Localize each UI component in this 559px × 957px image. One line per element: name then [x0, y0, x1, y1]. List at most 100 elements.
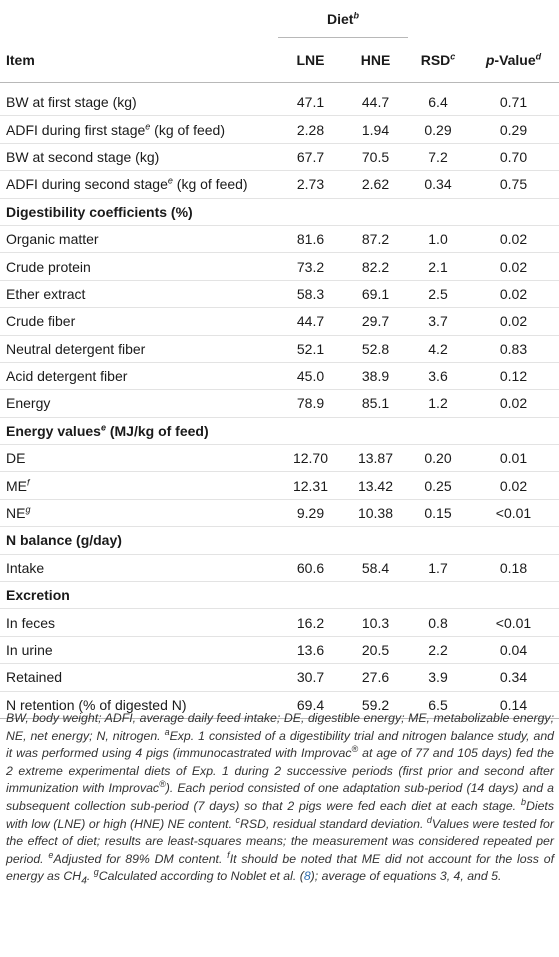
header-row-diet: Dietb	[0, 0, 559, 38]
table-row: In urine 13.6 20.5 2.2 0.04	[0, 636, 559, 664]
cell-p: 0.02	[499, 285, 528, 302]
table-row: DE 12.70 13.87 0.20 0.01	[0, 445, 559, 472]
cell-rsd: 6.4	[428, 94, 448, 111]
cell-p: 0.75	[499, 176, 528, 193]
row-item-label: Retained	[6, 669, 63, 686]
table-row: ADFI during first stagee (kg of feed) 2.2…	[0, 116, 559, 144]
row-item-label: N retention (% of digested N)	[6, 696, 187, 713]
cell-p: 0.14	[499, 696, 528, 713]
cell-hne: 70.5	[361, 148, 390, 165]
row-item-label: Energy	[6, 395, 51, 412]
table-row: BW at second stage (kg) 67.7 70.5 7.2 0.70	[0, 143, 559, 171]
cell-lne: 67.7	[296, 148, 325, 165]
cell-hne: 44.7	[361, 94, 390, 111]
row-item-label: MEf	[6, 477, 30, 494]
section-header-row: Excretion	[0, 582, 559, 609]
cell-hne: 13.87	[357, 450, 394, 467]
cell-lne: 60.6	[296, 559, 325, 576]
cell-rsd: 7.2	[428, 148, 448, 165]
table-row: N retention (% of digested N) 69.4 59.2 6.5…	[0, 691, 559, 719]
cell-hne: 27.6	[361, 669, 390, 686]
cell-hne: 69.1	[361, 285, 390, 302]
lne-header: LNE	[296, 52, 325, 68]
table-row: Organic matter 81.6 87.2 1.0 0.02	[0, 225, 559, 253]
row-item-label: ADFI during second stagee (kg of feed)	[6, 175, 248, 193]
cell-hne: 10.3	[361, 614, 390, 631]
table-row: In feces 16.2 10.3 0.8 <0.01	[0, 609, 559, 637]
table-row: Acid detergent fiber 45.0 38.9 3.6 0.12	[0, 362, 559, 390]
table-row: Ether extract 58.3 69.1 2.5 0.02	[0, 280, 559, 308]
row-item-label: Acid detergent fiber	[6, 368, 128, 385]
cell-rsd: 6.5	[428, 696, 448, 713]
cell-lne: 78.9	[296, 395, 325, 412]
table-row: Intake 60.6 58.4 1.7 0.18	[0, 554, 559, 582]
row-item-label: Neutral detergent fiber	[6, 340, 146, 357]
diet-header: Dietb	[278, 0, 408, 38]
table-row: Energy 78.9 85.1 1.2 0.02	[0, 390, 559, 418]
cell-p: 0.29	[499, 121, 528, 138]
cell-lne: 73.2	[296, 258, 325, 275]
cell-p: <0.01	[495, 614, 532, 631]
cell-hne	[343, 582, 408, 609]
cell-lne: 69.4	[296, 696, 325, 713]
cell-lne: 16.2	[296, 614, 325, 631]
row-item-label: Crude fiber	[6, 313, 76, 330]
cell-rsd: 0.25	[424, 477, 452, 494]
cell-rsd: 3.7	[428, 313, 448, 330]
cell-hne: 2.62	[361, 176, 390, 193]
table-row: Retained 30.7 27.6 3.9 0.34	[0, 664, 559, 692]
cell-hne: 85.1	[361, 395, 390, 412]
row-item-label: Ether extract	[6, 285, 86, 302]
cell-rsd	[408, 527, 468, 554]
reference-link[interactable]: 8	[303, 869, 311, 884]
table-row: Crude fiber 44.7 29.7 3.7 0.02	[0, 308, 559, 336]
cell-rsd: 1.2	[428, 395, 448, 412]
cell-hne	[343, 527, 408, 554]
cell-lne: 47.1	[296, 94, 325, 111]
cell-p: 0.01	[499, 450, 528, 467]
table-footnotes: BW, body weight; ADFI, average daily fee…	[6, 711, 555, 887]
cell-rsd: 0.8	[428, 614, 448, 631]
row-item-label: N balance (g/day)	[6, 532, 122, 549]
cell-hne: 38.9	[361, 368, 390, 385]
cell-rsd: 0.34	[424, 176, 452, 193]
cell-lne	[278, 582, 343, 609]
cell-rsd: 3.9	[428, 669, 448, 686]
row-item-label: Crude protein	[6, 258, 91, 275]
row-item-label: NEg	[6, 504, 31, 522]
row-item-label: Excretion	[6, 587, 70, 604]
row-item-label: Digestibility coefficients (%)	[6, 203, 193, 220]
row-item-label: In feces	[6, 614, 56, 631]
cell-rsd: 2.1	[428, 258, 448, 275]
cell-lne	[278, 417, 343, 444]
cell-rsd: 0.20	[424, 450, 452, 467]
cell-rsd: 1.7	[428, 559, 448, 576]
cell-lne: 12.70	[292, 450, 329, 467]
cell-p: 0.34	[499, 669, 528, 686]
section-header-row: Energy valuese (MJ/kg of feed)	[0, 417, 559, 445]
cell-hne	[343, 417, 408, 444]
cell-p: 0.18	[499, 559, 528, 576]
cell-hne: 20.5	[361, 642, 390, 658]
cell-hne: 87.2	[361, 231, 390, 248]
cell-p: 0.04	[499, 642, 528, 658]
cell-hne	[343, 198, 408, 225]
cell-p: 0.02	[499, 477, 528, 494]
cell-rsd: 0.15	[424, 505, 452, 522]
cell-p: <0.01	[495, 505, 532, 522]
row-item-label: Energy valuese (MJ/kg of feed)	[6, 422, 209, 439]
cell-p	[468, 582, 559, 609]
table-row: Neutral detergent fiber 52.1 52.8 4.2 0.83	[0, 335, 559, 363]
cell-p: 0.02	[499, 258, 528, 275]
cell-rsd: 2.5	[428, 285, 448, 302]
section-header-row: Digestibility coefficients (%)	[0, 198, 559, 226]
cell-rsd	[408, 582, 468, 609]
cell-hne: 58.4	[361, 559, 390, 576]
cell-hne: 52.8	[361, 340, 390, 357]
cell-hne: 59.2	[361, 696, 390, 713]
table-row: BW at first stage (kg) 47.1 44.7 6.4 0.71	[0, 89, 559, 116]
cell-lne	[278, 198, 343, 225]
item-header: Item	[6, 51, 35, 68]
cell-hne: 13.42	[357, 477, 394, 494]
